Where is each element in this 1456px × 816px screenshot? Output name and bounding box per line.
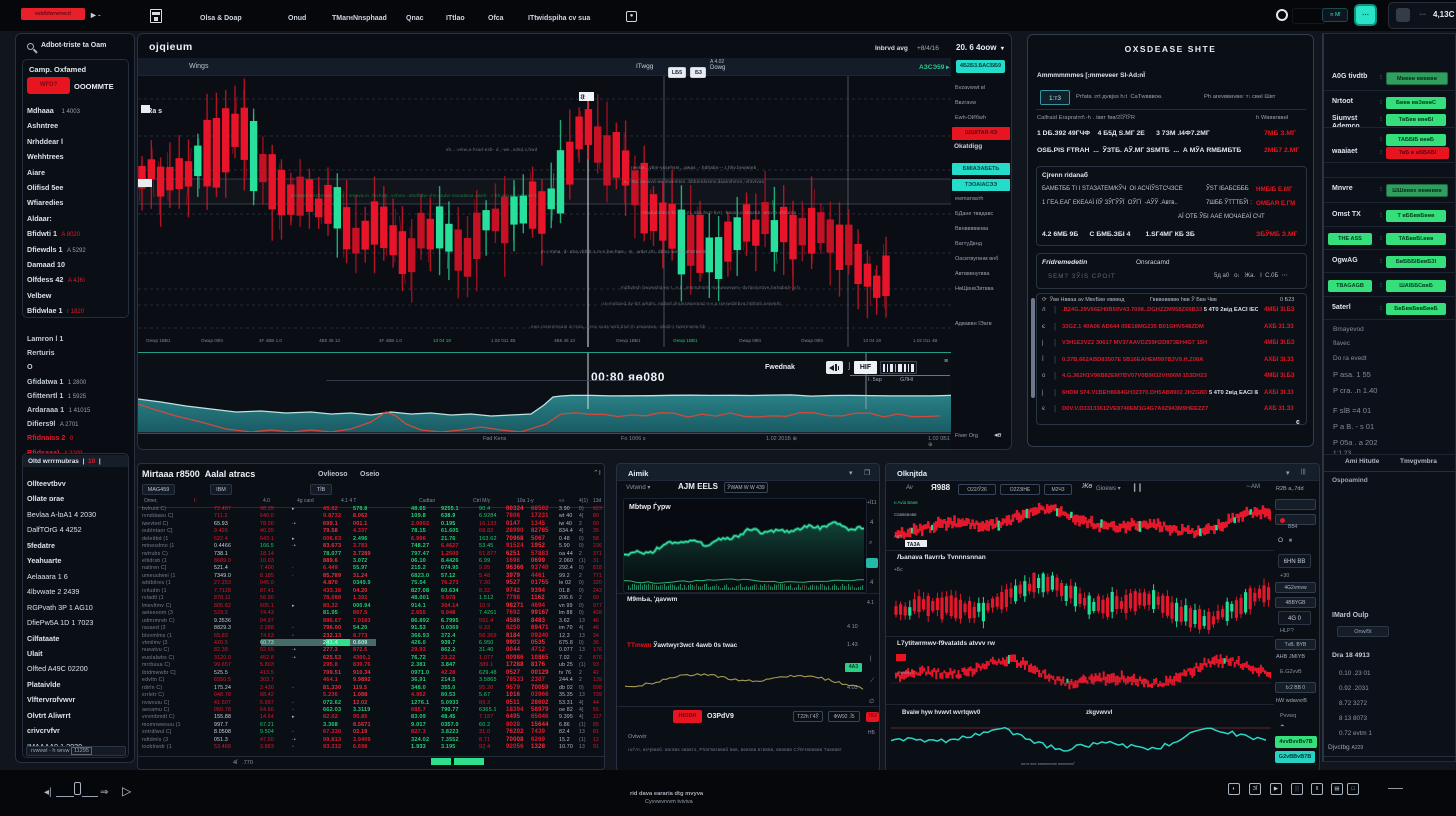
svg-text:4F 4BB 1.0: 4F 4BB 1.0 xyxy=(379,338,402,343)
svg-text:mdbvbsh hwvwshd-ev t,.e.b.,mmm: mdbvbsh hwvwshd-ev t,.e.b.,mmmdmrm mvhvw… xyxy=(621,285,800,290)
svg-text:13 04 18: 13 04 18 xyxy=(433,338,451,343)
svg-text:rwette.,,vbm-vssehsm,,,awas .-: rwette.,,vbm-vssehsm,,,awas .-.hdhabs---… xyxy=(631,165,757,170)
svg-text:I҉I: I҉I xyxy=(580,94,586,101)
svg-text:1.02 011 4B: 1.02 011 4B xyxy=(913,338,937,343)
svg-text:Owap 09l4: Owap 09l4 xyxy=(201,338,223,343)
svg-text:4B5 45 13: 4B5 45 13 xyxy=(554,338,575,343)
svg-text:-ra-mvbavd,dv-brt,whdm..eabed: -ra-mvbavd,dv-brt,whdm..eabed drvarrwavm… xyxy=(601,301,781,306)
svg-text:4B5 45 13: 4B5 45 13 xyxy=(319,338,340,343)
svg-text:ввтв ввв ввввввввв ввввввөЃ: ввтв ввв ввввввввв ввввввөЃ xyxy=(1021,761,1076,766)
svg-text:ТАЗА: ТАЗА xyxy=(907,542,920,548)
svg-text:Oewp 1BB1: Oewp 1BB1 xyxy=(146,338,171,343)
svg-text:emaavh-eesbmves-rvha r sresva.: emaavh-eesbmves-rvha r sresva.m ,tbvhvm.… xyxy=(291,193,539,198)
svg-text:13 04 18: 13 04 18 xyxy=(863,338,881,343)
svg-text:m r-mma .d-.eba,vbh h.s.m-s,: m r-mma .d-.eba,vbh h.s.m-s,hw-hwa.- m, … xyxy=(541,249,709,254)
svg-text:, e,.-hbt.aa.wvd-ae mwemtes .: , e,.-hbt.aa.wvd-ae mwemtes .bbbmtdvsmv.… xyxy=(621,179,765,184)
svg-text:ews msmemsam d-rssa,..revs sva: ews msmemsam d-rssa,..revs svas-wsb,bsd-… xyxy=(531,324,706,329)
svg-text:rrhwbabmbrs-bt.vsr.,m,.sba hvr: rrhwbabmbrs-bt.vsr.,m,.sba hvrt-hvrr -ha… xyxy=(641,210,797,215)
svg-text:ʜ Avіа Бвөв: ʜ Avіа Бвөв xyxy=(894,500,918,505)
svg-text:Owap 09l4: Owap 09l4 xyxy=(739,338,761,343)
svg-text:Oewp 1BB1: Oewp 1BB1 xyxy=(673,338,698,343)
svg-text:4F 4BB 1.0: 4F 4BB 1.0 xyxy=(259,338,282,343)
svg-text:sh....vmw,a-hrad-esb- d ,-we.,: sh....vmw,a-hrad-esb- d ,-we.,vdsd,v,hwd xyxy=(446,147,538,152)
svg-text:Свввввөвв: Свввввөвв xyxy=(894,512,917,517)
svg-text:5wvwvrt: 5wvwvrt xyxy=(898,670,915,675)
svg-text:1.02 011 4B: 1.02 011 4B xyxy=(491,338,515,343)
svg-text:Owap 09l4: Owap 09l4 xyxy=(801,338,823,343)
svg-text:ТRа ѕ: ТRа ѕ xyxy=(143,108,162,115)
svg-text:Oewp 1BB1: Oewp 1BB1 xyxy=(616,338,641,343)
svg-text:АвБ: АвБ xyxy=(894,534,902,539)
